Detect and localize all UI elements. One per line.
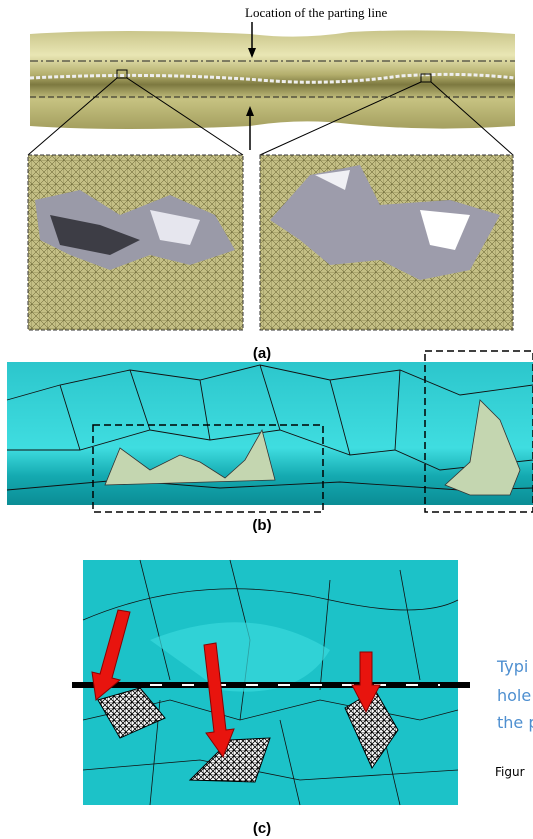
zoom-right: [260, 155, 513, 330]
side-line: hole: [497, 686, 531, 705]
side-text: Typi hole the p Figur: [495, 657, 533, 779]
caption: Figur: [495, 765, 525, 779]
side-line: the p: [497, 713, 533, 732]
figure: Location of the parting line: [0, 0, 533, 839]
panel-c: (c): [72, 560, 470, 837]
side-line: Typi: [496, 657, 528, 676]
panel-label: (b): [252, 517, 271, 534]
zoom-left: [28, 155, 243, 330]
panel-b: (b): [7, 351, 533, 534]
page: {"figure": {"annotation": "Location of t…: [0, 0, 533, 839]
annotation: Location of the parting line: [245, 5, 387, 20]
panel-label: (a): [253, 345, 271, 362]
panel-a: Location of the parting line: [28, 5, 515, 362]
panel-label: (c): [253, 820, 271, 837]
